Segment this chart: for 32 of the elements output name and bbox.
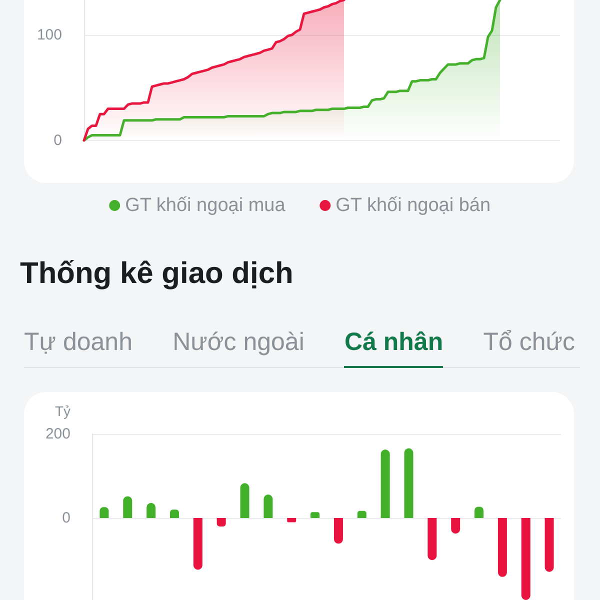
bar (240, 483, 250, 518)
bar (451, 518, 460, 534)
y-tick-label: 200 (45, 426, 70, 442)
bar (123, 496, 132, 518)
bar (544, 518, 554, 572)
bar (170, 510, 179, 518)
bar (146, 502, 156, 518)
bar (310, 512, 320, 518)
bar (357, 510, 366, 518)
text: Cá nhân (344, 328, 444, 368)
y-tick-label: 100 (36, 26, 62, 44)
chart-title: Thống kê giao dịch (20, 257, 294, 291)
y-axis-title: Tỷ (54, 403, 70, 419)
bar (264, 494, 273, 518)
y-tick-label: 0 (54, 132, 62, 149)
bar (428, 518, 437, 560)
y-tick-label: 0 (62, 510, 70, 527)
text: Tổ chức (483, 328, 575, 358)
bar (474, 506, 484, 518)
bar (404, 448, 414, 518)
bar (498, 518, 507, 577)
bar (521, 518, 530, 600)
bar (100, 507, 109, 518)
bar (380, 450, 390, 518)
text: Tự doanh (24, 328, 132, 358)
legend-label: GT khối ngoại bán (336, 195, 491, 216)
bar (216, 518, 226, 526)
text: Nước ngoài (172, 328, 304, 358)
legend-label: GT khối ngoại mua (125, 195, 286, 216)
bar (287, 518, 296, 522)
bar (334, 518, 343, 544)
bar (193, 518, 202, 570)
